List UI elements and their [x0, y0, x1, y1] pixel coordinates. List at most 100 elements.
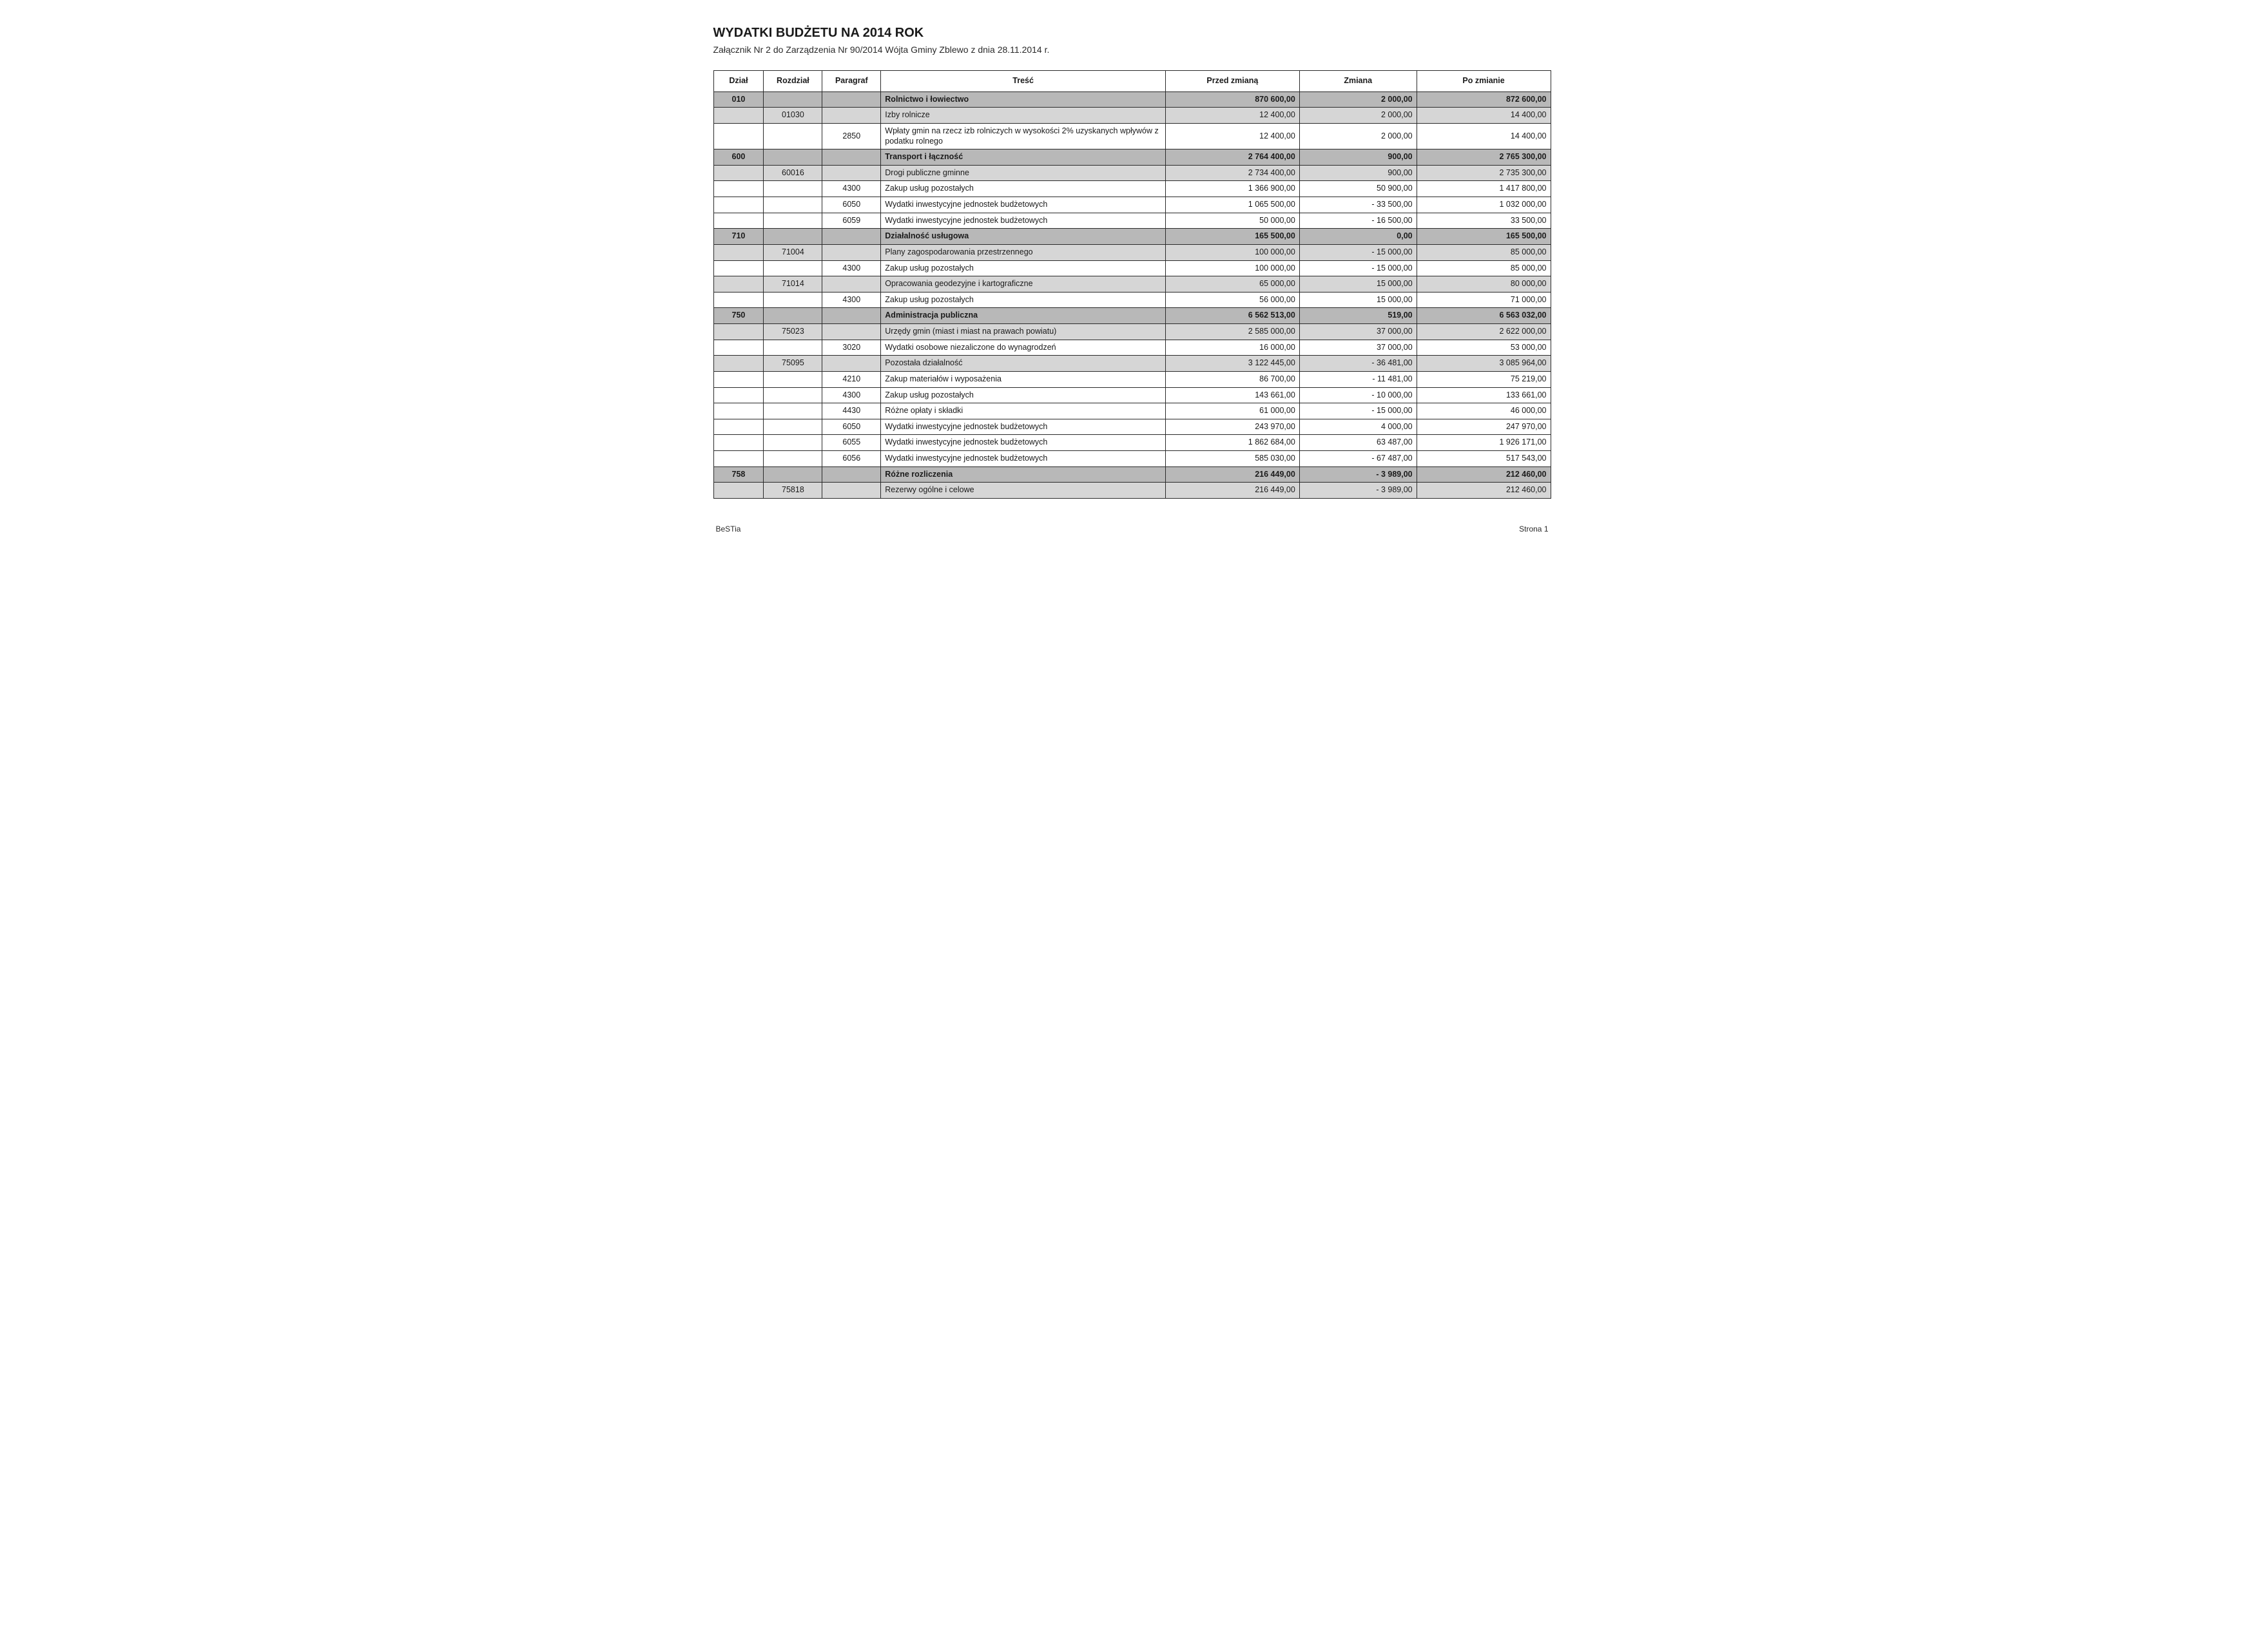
cell-po: 1 926 171,00: [1417, 435, 1551, 451]
cell-dzial: [713, 371, 764, 387]
cell-po: 517 543,00: [1417, 451, 1551, 467]
cell-zmiana: 2 000,00: [1299, 91, 1417, 108]
cell-dzial: [713, 451, 764, 467]
cell-po: 80 000,00: [1417, 276, 1551, 293]
cell-dzial: [713, 123, 764, 149]
cell-przed: 50 000,00: [1165, 213, 1299, 229]
cell-rozdzial: [764, 435, 822, 451]
cell-paragraf: 2850: [822, 123, 881, 149]
cell-paragraf: 4210: [822, 371, 881, 387]
cell-zmiana: - 15 000,00: [1299, 260, 1417, 276]
cell-zmiana: 50 900,00: [1299, 181, 1417, 197]
table-row: 010Rolnictwo i łowiectwo870 600,002 000,…: [713, 91, 1551, 108]
cell-paragraf: [822, 483, 881, 499]
cell-tresc: Administracja publiczna: [881, 308, 1166, 324]
cell-po: 133 661,00: [1417, 387, 1551, 403]
budget-table: Dział Rozdział Paragraf Treść Przed zmia…: [713, 70, 1551, 499]
cell-przed: 1 065 500,00: [1165, 197, 1299, 213]
cell-paragraf: 4300: [822, 181, 881, 197]
cell-rozdzial: [764, 292, 822, 308]
footer-left: BeSTia: [716, 524, 741, 533]
table-row: 6050Wydatki inwestycyjne jednostek budże…: [713, 419, 1551, 435]
cell-zmiana: 2 000,00: [1299, 108, 1417, 124]
cell-paragraf: 4300: [822, 260, 881, 276]
cell-paragraf: [822, 149, 881, 166]
cell-przed: 16 000,00: [1165, 340, 1299, 356]
cell-tresc: Pozostała działalność: [881, 356, 1166, 372]
cell-tresc: Rezerwy ogólne i celowe: [881, 483, 1166, 499]
col-tresc: Treść: [881, 71, 1166, 92]
table-row: 6050Wydatki inwestycyjne jednostek budże…: [713, 197, 1551, 213]
cell-dzial: [713, 244, 764, 260]
cell-paragraf: [822, 165, 881, 181]
cell-tresc: Urzędy gmin (miast i miast na prawach po…: [881, 324, 1166, 340]
cell-dzial: [713, 324, 764, 340]
cell-tresc: Plany zagospodarowania przestrzennego: [881, 244, 1166, 260]
cell-przed: 165 500,00: [1165, 229, 1299, 245]
cell-paragraf: 6059: [822, 213, 881, 229]
table-row: 01030Izby rolnicze12 400,002 000,0014 40…: [713, 108, 1551, 124]
cell-rozdzial: [764, 466, 822, 483]
cell-przed: 100 000,00: [1165, 244, 1299, 260]
cell-po: 247 970,00: [1417, 419, 1551, 435]
cell-po: 85 000,00: [1417, 244, 1551, 260]
cell-tresc: Zakup usług pozostałych: [881, 181, 1166, 197]
cell-zmiana: 15 000,00: [1299, 292, 1417, 308]
cell-po: 2 735 300,00: [1417, 165, 1551, 181]
cell-paragraf: 4430: [822, 403, 881, 419]
cell-dzial: [713, 213, 764, 229]
cell-po: 165 500,00: [1417, 229, 1551, 245]
cell-tresc: Zakup usług pozostałych: [881, 292, 1166, 308]
cell-po: 75 219,00: [1417, 371, 1551, 387]
cell-rozdzial: 75095: [764, 356, 822, 372]
cell-paragraf: [822, 244, 881, 260]
cell-rozdzial: [764, 419, 822, 435]
cell-tresc: Wydatki inwestycyjne jednostek budżetowy…: [881, 435, 1166, 451]
cell-tresc: Wydatki inwestycyjne jednostek budżetowy…: [881, 419, 1166, 435]
table-row: 2850Wpłaty gmin na rzecz izb rolniczych …: [713, 123, 1551, 149]
cell-rozdzial: [764, 451, 822, 467]
table-row: 75818Rezerwy ogólne i celowe216 449,00- …: [713, 483, 1551, 499]
table-row: 4300Zakup usług pozostałych143 661,00- 1…: [713, 387, 1551, 403]
cell-zmiana: 4 000,00: [1299, 419, 1417, 435]
cell-przed: 1 366 900,00: [1165, 181, 1299, 197]
cell-dzial: 750: [713, 308, 764, 324]
table-row: 6059Wydatki inwestycyjne jednostek budże…: [713, 213, 1551, 229]
table-row: 4300Zakup usług pozostałych1 366 900,005…: [713, 181, 1551, 197]
cell-dzial: [713, 165, 764, 181]
cell-dzial: [713, 403, 764, 419]
cell-rozdzial: [764, 181, 822, 197]
cell-tresc: Zakup usług pozostałych: [881, 260, 1166, 276]
table-row: 6056Wydatki inwestycyjne jednostek budże…: [713, 451, 1551, 467]
cell-po: 212 460,00: [1417, 483, 1551, 499]
table-row: 4300Zakup usług pozostałych100 000,00- 1…: [713, 260, 1551, 276]
cell-paragraf: 6050: [822, 419, 881, 435]
cell-po: 85 000,00: [1417, 260, 1551, 276]
cell-dzial: [713, 260, 764, 276]
cell-przed: 86 700,00: [1165, 371, 1299, 387]
cell-zmiana: - 15 000,00: [1299, 244, 1417, 260]
cell-po: 6 563 032,00: [1417, 308, 1551, 324]
cell-paragraf: [822, 308, 881, 324]
table-row: 4210Zakup materiałów i wyposażenia86 700…: [713, 371, 1551, 387]
cell-przed: 216 449,00: [1165, 483, 1299, 499]
cell-paragraf: [822, 356, 881, 372]
cell-dzial: [713, 387, 764, 403]
cell-zmiana: - 16 500,00: [1299, 213, 1417, 229]
cell-po: 53 000,00: [1417, 340, 1551, 356]
cell-przed: 56 000,00: [1165, 292, 1299, 308]
col-przed: Przed zmianą: [1165, 71, 1299, 92]
cell-dzial: [713, 181, 764, 197]
table-row: 600Transport i łączność2 764 400,00900,0…: [713, 149, 1551, 166]
cell-tresc: Działalność usługowa: [881, 229, 1166, 245]
table-body: 010Rolnictwo i łowiectwo870 600,002 000,…: [713, 91, 1551, 498]
cell-dzial: 600: [713, 149, 764, 166]
cell-przed: 216 449,00: [1165, 466, 1299, 483]
cell-dzial: [713, 108, 764, 124]
cell-zmiana: - 10 000,00: [1299, 387, 1417, 403]
cell-tresc: Opracowania geodezyjne i kartograficzne: [881, 276, 1166, 293]
cell-rozdzial: 75023: [764, 324, 822, 340]
cell-paragraf: 6056: [822, 451, 881, 467]
table-row: 750Administracja publiczna6 562 513,0051…: [713, 308, 1551, 324]
table-row: 60016Drogi publiczne gminne2 734 400,009…: [713, 165, 1551, 181]
